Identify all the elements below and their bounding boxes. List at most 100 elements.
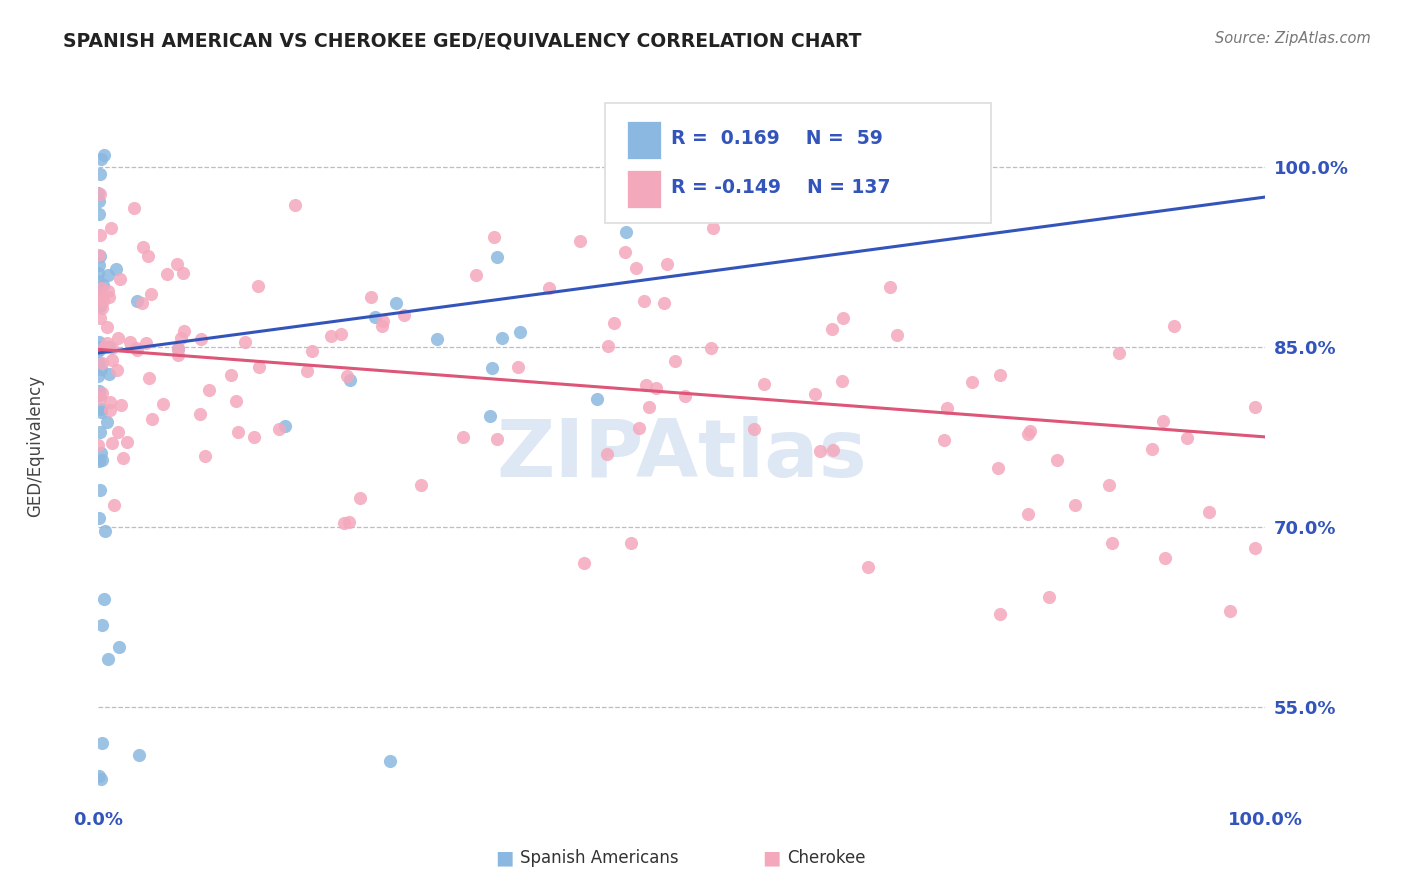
Text: Source: ZipAtlas.com: Source: ZipAtlas.com bbox=[1215, 31, 1371, 46]
Point bbox=[87, 510, 110, 524]
Point bbox=[247, 359, 270, 374]
Point bbox=[1244, 401, 1267, 415]
Point bbox=[141, 412, 163, 426]
Point bbox=[93, 591, 115, 606]
Point bbox=[385, 296, 408, 310]
Point bbox=[934, 433, 956, 447]
Point bbox=[96, 320, 118, 334]
Point bbox=[90, 445, 112, 459]
Point bbox=[831, 375, 853, 389]
Point bbox=[87, 266, 110, 280]
Point bbox=[219, 368, 242, 382]
Point bbox=[89, 167, 111, 181]
Point bbox=[87, 293, 110, 308]
Point bbox=[90, 453, 112, 467]
Point bbox=[702, 220, 724, 235]
Point bbox=[664, 354, 686, 368]
Point bbox=[572, 556, 595, 570]
Point bbox=[198, 384, 221, 398]
Point bbox=[330, 327, 353, 342]
Point bbox=[90, 772, 112, 786]
Point bbox=[91, 278, 114, 293]
Point bbox=[301, 343, 323, 358]
Point bbox=[243, 430, 266, 444]
Point bbox=[1019, 425, 1042, 439]
Point bbox=[339, 373, 361, 387]
Point bbox=[91, 356, 114, 370]
Point bbox=[360, 290, 382, 304]
Point bbox=[1017, 427, 1039, 442]
Point bbox=[125, 343, 148, 358]
Point bbox=[94, 524, 117, 539]
Point bbox=[87, 356, 110, 370]
Text: Cherokee: Cherokee bbox=[787, 849, 866, 867]
Point bbox=[135, 335, 157, 350]
Point bbox=[614, 245, 637, 260]
Point bbox=[89, 769, 111, 783]
Point bbox=[596, 338, 619, 352]
Point bbox=[1175, 431, 1198, 445]
Point bbox=[172, 266, 194, 280]
Point bbox=[602, 317, 624, 331]
Point bbox=[103, 498, 125, 512]
Point bbox=[336, 368, 359, 383]
Point bbox=[886, 328, 908, 343]
Point bbox=[107, 331, 129, 345]
Point bbox=[89, 311, 111, 326]
Point bbox=[426, 333, 449, 347]
Point bbox=[411, 477, 433, 491]
Point bbox=[90, 736, 112, 750]
Point bbox=[614, 226, 637, 240]
Point bbox=[349, 491, 371, 505]
Point bbox=[655, 257, 678, 271]
Point bbox=[96, 284, 118, 298]
Point bbox=[987, 461, 1010, 475]
Point bbox=[87, 438, 110, 452]
Point bbox=[484, 230, 506, 244]
Point bbox=[87, 454, 110, 468]
Point bbox=[485, 432, 508, 446]
Point bbox=[879, 280, 901, 294]
Point bbox=[337, 516, 360, 530]
Point bbox=[988, 368, 1011, 382]
Point bbox=[225, 394, 247, 409]
Point bbox=[87, 274, 110, 288]
Point bbox=[1154, 551, 1177, 566]
Point bbox=[269, 422, 291, 436]
Point bbox=[100, 220, 122, 235]
Point bbox=[141, 287, 163, 301]
Text: Spanish Americans: Spanish Americans bbox=[520, 849, 679, 867]
Point bbox=[89, 227, 111, 242]
Point bbox=[87, 207, 110, 221]
Point bbox=[125, 294, 148, 309]
Point bbox=[1063, 498, 1085, 512]
Point bbox=[478, 409, 501, 423]
Point bbox=[98, 290, 121, 304]
Point bbox=[823, 443, 845, 458]
Point bbox=[87, 258, 110, 272]
Point bbox=[1243, 541, 1265, 555]
Point bbox=[481, 361, 503, 376]
Point bbox=[97, 367, 120, 381]
Point bbox=[152, 397, 174, 411]
Point bbox=[166, 257, 188, 271]
Point bbox=[98, 340, 121, 354]
Point bbox=[87, 186, 110, 200]
Point bbox=[87, 248, 110, 262]
Point bbox=[90, 361, 112, 376]
Point bbox=[274, 419, 297, 434]
Point bbox=[101, 352, 124, 367]
Point bbox=[193, 450, 215, 464]
Point bbox=[742, 422, 765, 436]
Point bbox=[115, 434, 138, 449]
Point bbox=[89, 483, 111, 497]
Point bbox=[89, 425, 111, 439]
Point bbox=[1140, 442, 1163, 456]
Point bbox=[128, 747, 150, 762]
Point bbox=[752, 376, 775, 391]
Point bbox=[89, 339, 111, 353]
Text: ZIPAtlas: ZIPAtlas bbox=[496, 416, 868, 494]
Point bbox=[508, 360, 530, 375]
Point bbox=[156, 267, 179, 281]
Text: ■: ■ bbox=[495, 848, 513, 868]
